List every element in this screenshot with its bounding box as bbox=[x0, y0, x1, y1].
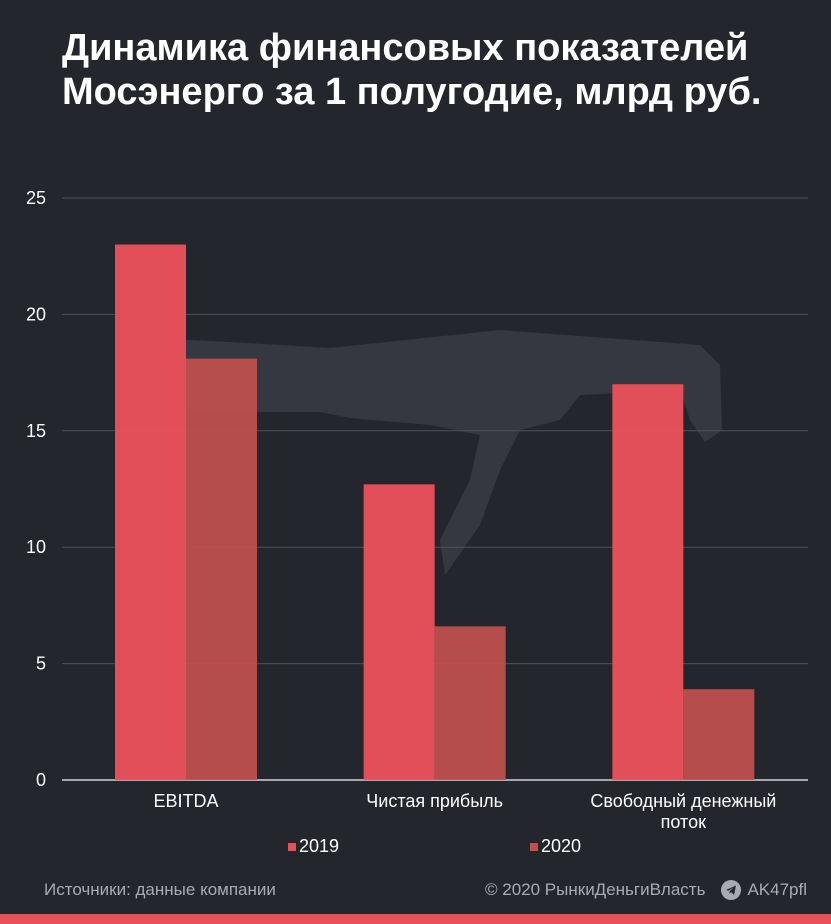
telegram-link[interactable]: AK47pfl bbox=[721, 880, 807, 900]
legend-swatch bbox=[288, 843, 296, 851]
legend: 2019 2020 bbox=[288, 836, 581, 856]
bottom-stripe bbox=[0, 914, 831, 924]
y-tick-label: 20 bbox=[26, 304, 46, 324]
telegram-icon bbox=[721, 880, 742, 900]
bar-2019-0 bbox=[115, 244, 186, 780]
y-tick-label: 10 bbox=[26, 537, 46, 557]
bar-2020-2 bbox=[683, 689, 755, 780]
x-tick-label: Чистая прибыль bbox=[366, 791, 503, 811]
bar-2020-0 bbox=[186, 358, 257, 780]
source-note: Источники: данные компании bbox=[44, 880, 276, 899]
y-tick-label: 5 bbox=[36, 654, 46, 674]
legend-label: 2019 bbox=[299, 836, 339, 856]
bar-2020-1 bbox=[434, 626, 506, 780]
x-axis-labels: EBITDA Чистая прибыль Свободный денежный по… bbox=[153, 791, 776, 832]
x-tick-label: EBITDA bbox=[153, 791, 218, 811]
footer-credits: © 2020 РынкиДеньгиВласть AK47pfl bbox=[485, 880, 807, 900]
y-tick-label: 0 bbox=[36, 770, 46, 790]
bar-chart: 0 5 10 15 20 25 EBITDA Чистая прибыль Свободный… bbox=[26, 188, 808, 856]
telegram-channel: AK47pfl bbox=[747, 880, 807, 899]
y-axis-ticks: 0 5 10 15 20 25 bbox=[26, 188, 46, 790]
y-tick-label: 25 bbox=[26, 188, 46, 208]
bars bbox=[115, 244, 755, 780]
legend-swatch bbox=[530, 843, 538, 851]
copyright-text: © 2020 РынкиДеньгиВласть bbox=[485, 880, 706, 899]
rifle-silhouette-icon bbox=[125, 330, 722, 575]
bar-2019-1 bbox=[363, 484, 435, 780]
y-tick-label: 15 bbox=[26, 421, 46, 441]
bar-2019-2 bbox=[612, 384, 684, 780]
chart-title: Динамика финансовых показателей Мосэнерг… bbox=[62, 27, 762, 113]
legend-label: 2020 bbox=[541, 836, 581, 856]
x-tick-label: Свободный денежный поток bbox=[590, 791, 776, 832]
